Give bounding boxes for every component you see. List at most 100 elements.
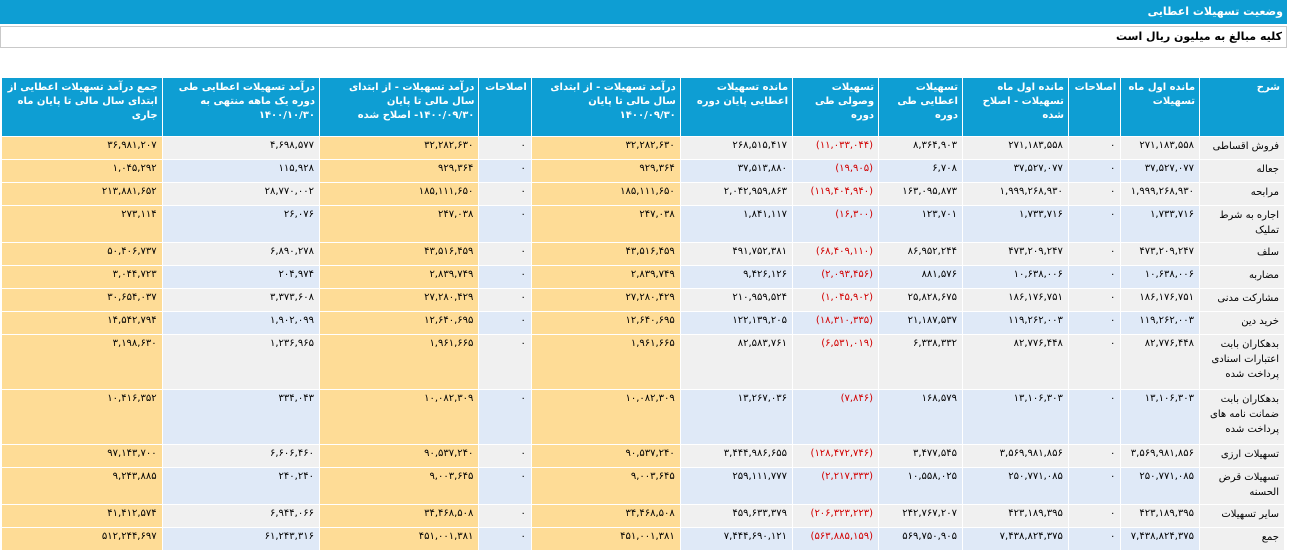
cell-income-month: ۶,۶۰۶,۴۶۰ <box>161 444 320 468</box>
cell-collected: (۱۱۹,۴۰۴,۹۴۰) <box>792 182 880 206</box>
cell-opening-balance-adjusted: ۱۱۹,۲۶۲,۰۰۳ <box>961 311 1069 335</box>
table-row: تسهیلات قرض الحسنه ۲۵۰,۷۷۱,۰۸۵ ۰ ۲۵۰,۷۷۱,۰۸… <box>1 467 1285 505</box>
table-row: سایر تسهیلات ۴۲۳,۱۸۹,۳۹۵ ۰ ۴۲۳,۱۸۹,۳۹۵ ۲۴۲,۷… <box>1 504 1285 528</box>
cell-description: خرید دین <box>1199 311 1285 335</box>
cell-income-adjustments: ۰ <box>478 205 532 243</box>
cell-granted: ۸۶,۹۵۲,۲۴۴ <box>878 242 963 266</box>
table-row: اجاره به شرط تملیک ۱,۷۳۳,۷۱۶ ۰ ۱,۷۳۳,۷۱۶ ۱۲۳… <box>1 205 1285 243</box>
header-income-ytd-adjusted: درآمد تسهیلات - از ابتدای سال مالی تا پا… <box>318 77 480 137</box>
cell-collected: (۲,۲۱۷,۳۳۳) <box>792 467 880 505</box>
cell-income-adjustments: ۰ <box>478 136 532 160</box>
cell-income-ytd: ۱۰,۰۸۲,۳۰۹ <box>530 389 681 445</box>
table-row: خرید دین ۱۱۹,۲۶۲,۰۰۳ ۰ ۱۱۹,۲۶۲,۰۰۳ ۲۱,۱۸۷,۵۳… <box>1 311 1285 335</box>
cell-opening-balance-adjusted: ۴۲۳,۱۸۹,۳۹۵ <box>961 504 1069 528</box>
header-income-ytd: درآمد تسهیلات - از ابتدای سال مالی تا پا… <box>530 77 681 137</box>
header-income-adjustments: اصلاحات <box>478 77 532 137</box>
cell-income-ytd-adjusted: ۱۰,۰۸۲,۳۰۹ <box>318 389 480 445</box>
cell-collected: (۱۱,۰۳۳,۰۴۴) <box>792 136 880 160</box>
cell-income-ytd-adjusted: ۲۴۷,۰۳۸ <box>318 205 480 243</box>
cell-income-month: ۱,۲۳۶,۹۶۵ <box>161 334 320 390</box>
cell-income-month: ۶,۹۴۴,۰۶۶ <box>161 504 320 528</box>
cell-income-adjustments: ۰ <box>478 334 532 390</box>
cell-adjustments: ۰ <box>1067 467 1122 505</box>
amounts-note: کلیه مبالغ به میلیون ریال است <box>0 26 1287 48</box>
cell-closing-balance: ۱۲۲,۱۳۹,۲۰۵ <box>679 311 794 335</box>
table-header-row: شرح مانده اول ماه تسهیلات اصلاحات مانده … <box>1 77 1285 137</box>
cell-income-month: ۱,۹۰۲,۰۹۹ <box>161 311 320 335</box>
cell-income-ytd: ۳۲,۲۸۲,۶۳۰ <box>530 136 681 160</box>
table-row: بدهکاران بابت اعتبارات اسنادی پرداخت شده… <box>1 334 1285 390</box>
table-row: مرابحه ۱,۹۹۹,۲۶۸,۹۳۰ ۰ ۱,۹۹۹,۲۶۸,۹۳۰ ۱۶۳,۰۹۵… <box>1 182 1285 206</box>
cell-collected: (۱۹,۹۰۵) <box>792 159 880 183</box>
cell-collected: (۱,۰۴۵,۹۰۲) <box>792 288 880 312</box>
table-row: جعاله ۳۷,۵۲۷,۰۷۷ ۰ ۳۷,۵۲۷,۰۷۷ ۶,۷۰۸ (۱۹,۹۰۵) ۳… <box>1 159 1285 183</box>
cell-adjustments: ۰ <box>1067 205 1122 243</box>
cell-description: مضاربه <box>1199 265 1285 289</box>
cell-opening-balance: ۲۷۱,۱۸۳,۵۵۸ <box>1120 136 1201 160</box>
cell-income-total: ۳۶,۹۸۱,۲۰۷ <box>1 136 163 160</box>
cell-description: مشارکت مدنی <box>1199 288 1285 312</box>
cell-income-adjustments: ۰ <box>478 182 532 206</box>
cell-granted: ۲۱,۱۸۷,۵۳۷ <box>878 311 963 335</box>
cell-opening-balance: ۱۱۹,۲۶۲,۰۰۳ <box>1120 311 1201 335</box>
cell-income-ytd-adjusted: ۱,۹۶۱,۶۶۵ <box>318 334 480 390</box>
cell-income-ytd-adjusted: ۱۲,۶۴۰,۶۹۵ <box>318 311 480 335</box>
cell-description: فروش اقساطی <box>1199 136 1285 160</box>
cell-collected: (۷,۸۴۶) <box>792 389 880 445</box>
header-granted: تسهیلات اعطایی طی دوره <box>878 77 963 137</box>
table-row: فروش اقساطی ۲۷۱,۱۸۳,۵۵۸ ۰ ۲۷۱,۱۸۳,۵۵۸ ۸,۳۶۴,… <box>1 136 1285 160</box>
cell-income-total: ۲۷۳,۱۱۴ <box>1 205 163 243</box>
cell-income-total: ۹,۲۴۳,۸۸۵ <box>1 467 163 505</box>
cell-opening-balance: ۳۷,۵۲۷,۰۷۷ <box>1120 159 1201 183</box>
cell-income-total: ۳۰,۶۵۴,۰۳۷ <box>1 288 163 312</box>
cell-income-adjustments: ۰ <box>478 504 532 528</box>
cell-income-month: ۳۳۴,۰۴۳ <box>161 389 320 445</box>
cell-income-adjustments: ۰ <box>478 467 532 505</box>
cell-adjustments: ۰ <box>1067 389 1122 445</box>
header-collected: تسهیلات وصولی طی دوره <box>792 77 880 137</box>
cell-granted: ۶,۷۰۸ <box>878 159 963 183</box>
cell-income-total: ۳,۰۴۴,۷۲۳ <box>1 265 163 289</box>
cell-income-ytd-adjusted: ۱۸۵,۱۱۱,۶۵۰ <box>318 182 480 206</box>
cell-opening-balance-adjusted: ۳۷,۵۲۷,۰۷۷ <box>961 159 1069 183</box>
cell-closing-balance: ۳۷,۵۱۳,۸۸۰ <box>679 159 794 183</box>
cell-description: بدهکاران بابت اعتبارات اسنادی پرداخت شده <box>1199 334 1285 390</box>
cell-closing-balance: ۴۹۱,۷۵۲,۳۸۱ <box>679 242 794 266</box>
cell-collected: (۲,۰۹۳,۴۵۶) <box>792 265 880 289</box>
facilities-table: شرح مانده اول ماه تسهیلات اصلاحات مانده … <box>1 77 1285 551</box>
cell-income-ytd: ۳۴,۴۶۸,۵۰۸ <box>530 504 681 528</box>
cell-description: تسهیلات قرض الحسنه <box>1199 467 1285 505</box>
cell-income-ytd: ۴۳,۵۱۶,۴۵۹ <box>530 242 681 266</box>
cell-collected: (۱۸,۳۱۰,۳۳۵) <box>792 311 880 335</box>
header-adjustments: اصلاحات <box>1067 77 1122 137</box>
cell-income-month: ۲۶,۰۷۶ <box>161 205 320 243</box>
cell-opening-balance: ۴۷۳,۲۰۹,۲۴۷ <box>1120 242 1201 266</box>
cell-adjustments: ۰ <box>1067 311 1122 335</box>
cell-collected: (۱۲۸,۴۷۲,۷۴۶) <box>792 444 880 468</box>
cell-description: اجاره به شرط تملیک <box>1199 205 1285 243</box>
header-income-total: جمع درآمد تسهیلات اعطایی از ابتدای سال م… <box>1 77 163 137</box>
cell-income-month: ۴,۶۹۸,۵۷۷ <box>161 136 320 160</box>
cell-income-ytd: ۱,۹۶۱,۶۶۵ <box>530 334 681 390</box>
cell-collected: (۶۸,۴۰۹,۱۱۰) <box>792 242 880 266</box>
cell-income-ytd: ۹۰,۵۳۷,۲۴۰ <box>530 444 681 468</box>
cell-closing-balance: ۱۳,۲۶۷,۰۳۶ <box>679 389 794 445</box>
cell-closing-balance: ۲۶۸,۵۱۵,۴۱۷ <box>679 136 794 160</box>
cell-description: جعاله <box>1199 159 1285 183</box>
cell-granted: ۸,۳۶۴,۹۰۳ <box>878 136 963 160</box>
cell-income-ytd: ۱۸۵,۱۱۱,۶۵۰ <box>530 182 681 206</box>
cell-income-month: ۲۴۰,۲۴۰ <box>161 467 320 505</box>
cell-opening-balance: ۱۳,۱۰۶,۳۰۳ <box>1120 389 1201 445</box>
cell-income-total: ۵۰,۴۰۶,۷۳۷ <box>1 242 163 266</box>
cell-income-month: ۶,۸۹۰,۲۷۸ <box>161 242 320 266</box>
header-income-month: درآمد تسهیلات اعطایی طی دوره یک ماهه منت… <box>161 77 320 137</box>
cell-income-total: ۱۴,۵۴۲,۷۹۴ <box>1 311 163 335</box>
cell-income-total: ۹۷,۱۴۳,۷۰۰ <box>1 444 163 468</box>
cell-adjustments: ۰ <box>1067 444 1122 468</box>
cell-opening-balance: ۱,۹۹۹,۲۶۸,۹۳۰ <box>1120 182 1201 206</box>
cell-income-total: ۱۰,۴۱۶,۳۵۲ <box>1 389 163 445</box>
cell-opening-balance-adjusted: ۸۲,۷۷۶,۴۴۸ <box>961 334 1069 390</box>
page-title: وضعیت تسهیلات اعطایی <box>0 0 1287 24</box>
cell-closing-balance: ۸۲,۵۸۳,۷۶۱ <box>679 334 794 390</box>
cell-income-ytd: ۹۲۹,۳۶۴ <box>530 159 681 183</box>
